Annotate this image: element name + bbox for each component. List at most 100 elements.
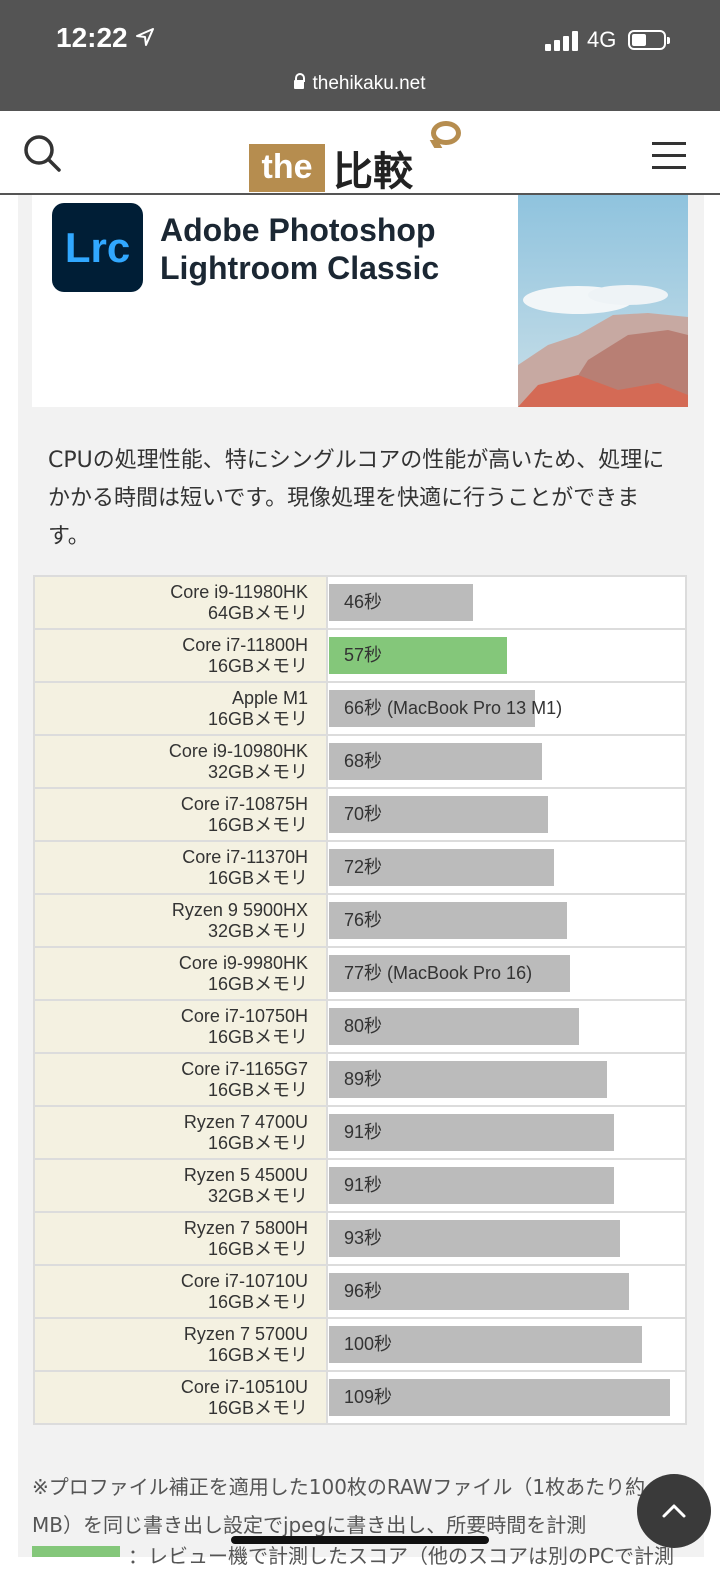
cpu-name: Core i7-11370H xyxy=(182,846,308,867)
bar-cell: 80秒 xyxy=(326,999,687,1054)
cpu-name: Core i9-10980HK xyxy=(168,740,308,761)
table-row: Core i7-10510U 16GBメモリ 109秒 xyxy=(33,1370,687,1425)
bar-value-label: 109秒 xyxy=(344,1387,393,1407)
bar-cell: 76秒 xyxy=(326,893,687,948)
memory-size: 16GBメモリ xyxy=(207,708,308,729)
cpu-name: Ryzen 7 4700U xyxy=(183,1111,308,1132)
bar-value-label: 72秒 xyxy=(344,857,383,877)
bar-cell: 70秒 xyxy=(326,787,687,842)
memory-size: 16GBメモリ xyxy=(207,1397,308,1418)
search-icon[interactable] xyxy=(22,133,62,173)
logo-the: the xyxy=(249,144,325,192)
bar-value-label: 57秒 xyxy=(344,645,383,665)
cpu-name: Core i7-1165G7 xyxy=(181,1058,308,1079)
memory-size: 32GBメモリ xyxy=(207,1185,308,1206)
row-label: Ryzen 5 4500U 32GBメモリ xyxy=(33,1158,328,1213)
cpu-name: Ryzen 5 4500U xyxy=(183,1164,308,1185)
row-label: Core i7-10710U 16GBメモリ xyxy=(33,1264,328,1319)
battery-icon xyxy=(628,30,670,50)
table-row: Core i7-10750H 16GBメモリ 80秒 xyxy=(33,999,687,1054)
table-row: Core i7-1165G7 16GBメモリ 89秒 xyxy=(33,1052,687,1107)
chevron-up-icon xyxy=(662,1504,686,1518)
bar-value-label: 91秒 xyxy=(344,1175,383,1195)
status-time: 12:22 xyxy=(56,22,128,53)
bar-cell: 72秒 xyxy=(326,840,687,895)
table-row: Apple M1 16GBメモリ 66秒 (MacBook Pro 13 M1) xyxy=(33,681,687,736)
bar-value-label: 96秒 xyxy=(344,1281,383,1301)
bar xyxy=(329,902,567,939)
cpu-name: Ryzen 7 5700U xyxy=(183,1323,308,1344)
legend-swatch xyxy=(32,1546,120,1557)
bar-cell: 100秒 xyxy=(326,1317,687,1372)
row-label: Core i9-9980HK 16GBメモリ xyxy=(33,946,328,1001)
scroll-to-top-button[interactable] xyxy=(637,1474,711,1548)
row-label: Ryzen 7 4700U 16GBメモリ xyxy=(33,1105,328,1160)
bar-value-label: 89秒 xyxy=(344,1069,383,1089)
menu-icon[interactable] xyxy=(652,142,686,170)
bar-cell: 91秒 xyxy=(326,1105,687,1160)
bar-cell: 77秒 (MacBook Pro 16) xyxy=(326,946,687,1001)
bar-cell: 68秒 xyxy=(326,734,687,789)
bar xyxy=(329,584,473,621)
footnote: ※プロファイル補正を適用した100枚のRAWファイル（1枚あたり約MB）を同じ書… xyxy=(32,1475,646,1537)
memory-size: 16GBメモリ xyxy=(207,973,308,994)
cpu-name: Core i9-9980HK xyxy=(178,952,308,973)
table-row: Core i7-10710U 16GBメモリ 96秒 xyxy=(33,1264,687,1319)
signal-strength-icon xyxy=(545,31,579,51)
bar-value-label: 100秒 xyxy=(344,1334,393,1354)
row-label: Ryzen 7 5700U 16GBメモリ xyxy=(33,1317,328,1372)
memory-size: 16GBメモリ xyxy=(207,1291,308,1312)
cpu-name: Core i7-10875H xyxy=(180,793,308,814)
banner-title-line1: Adobe Photoshop xyxy=(160,212,436,248)
cpu-name: Apple M1 xyxy=(231,687,308,708)
cpu-name: Core i7-11800H xyxy=(182,634,308,655)
row-label: Core i7-1165G7 16GBメモリ xyxy=(33,1052,328,1107)
bar-cell: 91秒 xyxy=(326,1158,687,1213)
bar xyxy=(329,1326,642,1363)
memory-size: 16GBメモリ xyxy=(207,1344,308,1365)
site-header: the 比較 xyxy=(0,111,720,195)
memory-size: 32GBメモリ xyxy=(207,761,308,782)
logo-hikaku: 比較 xyxy=(333,149,413,195)
description-text: CPUの処理性能、特にシングルコアの性能が高いため、処理にかかる時間は短いです。… xyxy=(48,448,665,549)
legend-text: ：レビュー機で計測したスコア（他のスコアは別のPCで計測 xyxy=(128,1544,675,1568)
lightroom-app-icon: Lrc xyxy=(52,203,143,292)
row-label: Core i7-10875H 16GBメモリ xyxy=(33,787,328,842)
home-indicator xyxy=(231,1536,489,1544)
memory-size: 16GBメモリ xyxy=(207,1238,308,1259)
cpu-name: Ryzen 7 5800H xyxy=(183,1217,308,1238)
url-bar[interactable]: thehikaku.net xyxy=(0,73,720,95)
bar-value-label: 76秒 xyxy=(344,910,383,930)
bar-value-label: 70秒 xyxy=(344,804,383,824)
memory-size: 16GBメモリ xyxy=(207,655,308,676)
cpu-name: Ryzen 9 5900HX xyxy=(171,899,308,920)
row-label: Ryzen 7 5800H 16GBメモリ xyxy=(33,1211,328,1266)
bar xyxy=(329,743,542,780)
lightroom-banner: Lrc Adobe Photoshop Lightroom Classic xyxy=(32,195,688,407)
table-row: Ryzen 7 4700U 16GBメモリ 91秒 xyxy=(33,1105,687,1160)
cpu-name: Core i7-10710U xyxy=(180,1270,308,1291)
table-row: Core i9-11980HK 64GBメモリ 46秒 xyxy=(33,575,687,630)
cpu-name: Core i9-11980HK xyxy=(170,581,308,602)
banner-title-line2: Lightroom Classic xyxy=(160,250,440,286)
bar-cell: 109秒 xyxy=(326,1370,687,1425)
row-label: Apple M1 16GBメモリ xyxy=(33,681,328,736)
bar-value-label: 46秒 xyxy=(344,592,383,612)
row-label: Ryzen 9 5900HX 32GBメモリ xyxy=(33,893,328,948)
cpu-name: Core i7-10750H xyxy=(180,1005,308,1026)
site-logo[interactable]: the 比較 xyxy=(249,119,479,195)
network-type: 4G xyxy=(587,27,617,52)
table-row: Ryzen 9 5900HX 32GBメモリ 76秒 xyxy=(33,893,687,948)
bar xyxy=(329,1167,614,1204)
bar xyxy=(329,796,548,833)
bar-value-label: 68秒 xyxy=(344,751,383,771)
bar-highlighted xyxy=(329,637,507,674)
url-text: thehikaku.net xyxy=(312,73,426,94)
table-row: Ryzen 7 5700U 16GBメモリ 100秒 xyxy=(33,1317,687,1372)
memory-size: 32GBメモリ xyxy=(207,920,308,941)
bar xyxy=(329,849,554,886)
table-row: Core i7-11800H 16GBメモリ 57秒 xyxy=(33,628,687,683)
bar xyxy=(329,1061,607,1098)
memory-size: 16GBメモリ xyxy=(207,814,308,835)
bar-value-label: 91秒 xyxy=(344,1122,383,1142)
